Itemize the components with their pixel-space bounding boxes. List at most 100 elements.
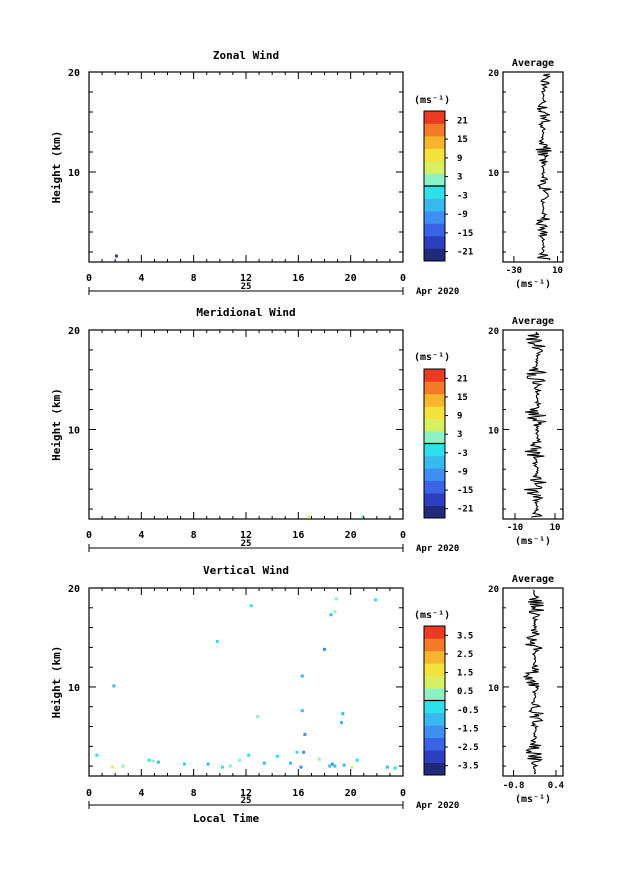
vertical-colorbar-segment	[424, 712, 445, 726]
vertical-data-cell	[303, 732, 307, 736]
meridional-colorbar-segment	[424, 369, 445, 382]
zonal-xtick-label: 16	[292, 273, 304, 284]
vertical-colorbar-tick-label: -1.5	[457, 724, 479, 734]
vertical-data-cell	[237, 758, 241, 762]
meridional-xtick-label: 4	[138, 530, 144, 541]
zonal-avg-ytick-label: 20	[488, 69, 499, 79]
zonal-colorbar-segment	[424, 136, 445, 149]
vertical-date-label: 25	[241, 796, 252, 806]
vertical-data-cell	[299, 765, 303, 769]
vertical-colorbar-tick-label: 3.5	[457, 631, 473, 641]
vertical-ytick-label: 20	[68, 584, 80, 595]
meridional-colorbar-tick-label: 15	[457, 393, 468, 403]
meridional-colorbar-unit: (ms⁻¹)	[414, 352, 450, 363]
zonal-xtick-label: 4	[138, 273, 144, 284]
vertical-colorbar-tick-label: 0.5	[457, 687, 473, 697]
vertical-title: Vertical Wind	[203, 564, 289, 577]
vertical-data-cell	[302, 750, 306, 754]
zonal-colorbar-segment	[424, 198, 445, 212]
zonal-colorbar-tick-label: 3	[457, 173, 462, 183]
meridional-xtick-label: 12	[240, 530, 252, 541]
vertical-data-cell	[317, 757, 321, 761]
vertical-colorbar-segment	[424, 700, 445, 714]
meridional-ytick-label: 20	[68, 326, 80, 337]
vertical-data-cell	[333, 610, 337, 614]
vertical-month-label: Apr 2020	[416, 801, 459, 811]
vertical-xlabel: Local Time	[193, 812, 260, 825]
vertical-data-cell	[334, 597, 338, 601]
meridional-xtick-label: 16	[292, 530, 304, 541]
zonal-avg-xtick-label: -30	[506, 266, 522, 276]
vertical-colorbar-segment	[424, 725, 445, 739]
vertical-data-cell	[295, 750, 299, 754]
vertical-data-cell	[206, 762, 210, 766]
vertical-avg-profile-line	[522, 589, 545, 775]
meridional-colorbar-tick-label: 3	[457, 430, 462, 440]
zonal-avg-ytick-label: 10	[488, 169, 499, 179]
meridional-ylabel: Height (km)	[50, 388, 63, 461]
vertical-data-cell	[355, 758, 359, 762]
vertical-colorbar-tick-label: 1.5	[457, 669, 473, 679]
meridional-xtick-label: 20	[345, 530, 357, 541]
vertical-data-cell	[151, 759, 155, 763]
vertical-data-cell	[329, 613, 333, 617]
meridional-avg-profile-line	[524, 331, 547, 518]
zonal-title: Zonal Wind	[213, 49, 279, 62]
meridional-colorbar-tick-label: -15	[457, 486, 473, 496]
zonal-colorbar-segment	[424, 223, 445, 237]
meridional-colorbar-tick-label: -3	[457, 449, 468, 459]
vertical-xtick-label: 0	[86, 788, 92, 799]
zonal-avg-xlabel: (ms⁻¹)	[515, 279, 551, 290]
meridional-colorbar-tick-label: 21	[457, 374, 468, 384]
meridional-avg-ytick-label: 20	[488, 327, 499, 337]
zonal-colorbar-tick-label: -21	[457, 248, 473, 258]
meridional-avg-xlabel: (ms⁻¹)	[515, 536, 551, 547]
vertical-data-cell	[333, 764, 337, 768]
meridional-colorbar-tick-label: 9	[457, 412, 462, 422]
vertical-xtick-label: 4	[138, 788, 144, 799]
vertical-data-cell	[262, 761, 266, 765]
meridional-data-cell	[360, 515, 364, 519]
vertical-data-cell	[374, 598, 378, 602]
meridional-avg-frame	[502, 329, 564, 520]
zonal-month-label: Apr 2020	[416, 287, 459, 297]
meridional-colorbar-segment	[424, 418, 445, 432]
zonal-colorbar-tick-label: 15	[457, 135, 468, 145]
vertical-data-cell	[341, 712, 345, 716]
vertical-avg-xlabel: (ms⁻¹)	[515, 794, 551, 805]
zonal-colorbar-segment	[424, 123, 445, 137]
vertical-data-cell	[147, 758, 151, 762]
vertical-data-cell	[323, 647, 326, 651]
vertical-data-cell	[215, 639, 219, 643]
vertical-data-cell	[256, 715, 260, 719]
meridional-plot-frame	[88, 329, 404, 520]
meridional-ytick-label: 10	[68, 425, 80, 436]
vertical-data-cell	[275, 754, 279, 758]
zonal-xtick-label: 0	[400, 273, 406, 284]
zonal-colorbar-segment	[424, 161, 445, 174]
vertical-data-cell	[228, 764, 232, 768]
vertical-data-cell	[300, 674, 304, 678]
meridional-colorbar-segment	[424, 393, 445, 407]
vertical-colorbar-segment	[424, 626, 445, 639]
zonal-date-label: 25	[241, 282, 252, 292]
vertical-data-cell	[220, 765, 224, 769]
meridional-colorbar-segment	[424, 381, 445, 395]
vertical-data-cell	[342, 763, 346, 767]
meridional-avg-xtick-label: 10	[550, 523, 561, 533]
vertical-data-cell	[111, 765, 115, 769]
vertical-avg-title: Average	[512, 574, 554, 585]
vertical-colorbar-unit: (ms⁻¹)	[414, 610, 450, 621]
vertical-data-cell	[328, 764, 332, 768]
meridional-title: Meridional Wind	[196, 306, 295, 319]
vertical-xtick-label: 8	[191, 788, 197, 799]
zonal-colorbar-tick-label: -9	[457, 210, 468, 220]
meridional-colorbar-segment	[424, 493, 445, 506]
vertical-xtick-label: 12	[240, 788, 252, 799]
meridional-xtick-label: 0	[400, 530, 406, 541]
vertical-data-cell	[330, 762, 334, 766]
vertical-avg-ytick-label: 20	[488, 585, 499, 595]
vertical-colorbar-segment	[424, 663, 445, 676]
meridional-colorbar-tick-label: -21	[457, 505, 473, 515]
